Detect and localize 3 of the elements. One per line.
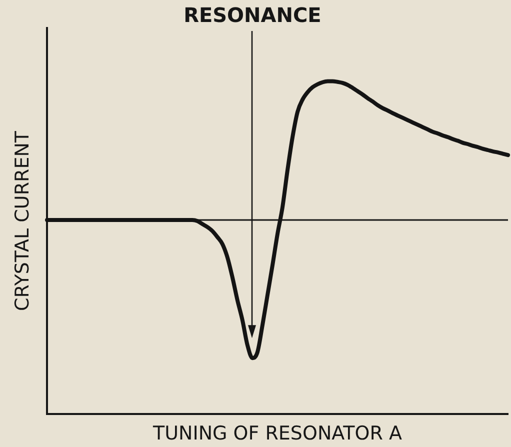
y-axis-title: CRYSTAL CURRENT [11,130,34,312]
x-axis-title: TUNING OF RESONATOR A [152,422,402,445]
text: RESONANCE [184,3,322,27]
